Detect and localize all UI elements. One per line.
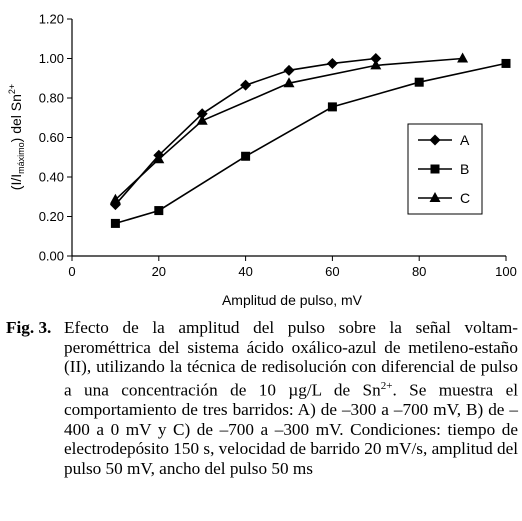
series-c-point: [153, 153, 165, 164]
series-b-point: [414, 77, 424, 87]
series-c-line: [114, 57, 463, 201]
series-c-point: [457, 52, 469, 63]
legend-marker-b: [430, 164, 440, 174]
x-ticks: 0 20 40 60 80 100: [68, 256, 517, 279]
y-tick-label: 0.60: [39, 130, 64, 145]
y-tick-label: 1.20: [39, 12, 64, 27]
chart: 0.00 0.20 0.40 0.60 0.80 1.00 1.20 0 20 40 60 80 10…: [7, 12, 517, 309]
legend-entry-c: C: [418, 190, 470, 206]
y-tick-label: 0.40: [39, 170, 64, 185]
caption-text: Efecto de la amplitud del pulso sobre la…: [64, 318, 518, 478]
series-group: [109, 52, 511, 228]
series-a-point: [196, 108, 208, 120]
caption-text-part-2: . Se muestra el comportamiento de tres b…: [64, 380, 519, 478]
y-label-sub: máximo: [16, 142, 26, 174]
caption: Fig. 3. Efecto de la amplitud del pulso …: [6, 318, 518, 478]
y-tick-label: 1.00: [39, 51, 64, 66]
series-a-point: [326, 57, 338, 69]
legend-label-a: A: [460, 132, 470, 148]
series-a-point: [283, 64, 295, 76]
series-c-point: [283, 77, 295, 88]
x-tick-label: 100: [495, 264, 517, 279]
x-tick-label: 80: [412, 264, 426, 279]
y-label-mid: ) del Sn: [8, 94, 24, 142]
series-b-point: [241, 151, 251, 161]
series-a-point: [370, 53, 382, 64]
y-label-sup: 2+: [7, 84, 17, 94]
x-tick-label: 60: [325, 264, 339, 279]
series-c: [109, 52, 469, 204]
series-b-point: [154, 206, 164, 216]
legend: ABC: [407, 123, 483, 215]
x-tick-label: 0: [68, 264, 75, 279]
series-c-point: [109, 193, 121, 204]
series-c-point: [196, 114, 208, 125]
series-a-point: [240, 79, 252, 91]
legend-label-c: C: [460, 190, 470, 206]
legend-entry-b: B: [418, 161, 469, 177]
series-c-point: [370, 59, 382, 70]
legend-entry-a: A: [418, 132, 470, 148]
series-b-point: [327, 102, 337, 112]
series-b-point: [501, 58, 511, 68]
x-tick-label: 20: [152, 264, 166, 279]
legend-marker-c: [429, 192, 441, 202]
series-b: [110, 58, 511, 228]
caption-text-part-1: Efecto de la amplitud del pulso sobre la…: [64, 318, 518, 400]
y-label-prefix: (I/I: [8, 174, 24, 190]
y-tick-label: 0.00: [39, 249, 64, 264]
series-b-line: [115, 62, 507, 225]
caption-superscript: 2+: [380, 379, 393, 392]
series-b-point: [110, 218, 120, 228]
caption-label: Fig. 3.: [6, 318, 52, 337]
y-axis-label: (I/Imáximo) del Sn2+: [7, 84, 26, 190]
x-axis-label: Amplitud de pulso, mV: [222, 292, 363, 308]
y-tick-label: 0.80: [39, 91, 64, 106]
y-ticks: 0.00 0.20 0.40 0.60 0.80 1.00 1.20: [39, 12, 72, 264]
series-a: [109, 53, 382, 211]
legend-label-b: B: [460, 161, 469, 177]
x-tick-label: 40: [238, 264, 252, 279]
y-tick-label: 0.20: [39, 209, 64, 224]
legend-marker-a: [429, 134, 441, 146]
